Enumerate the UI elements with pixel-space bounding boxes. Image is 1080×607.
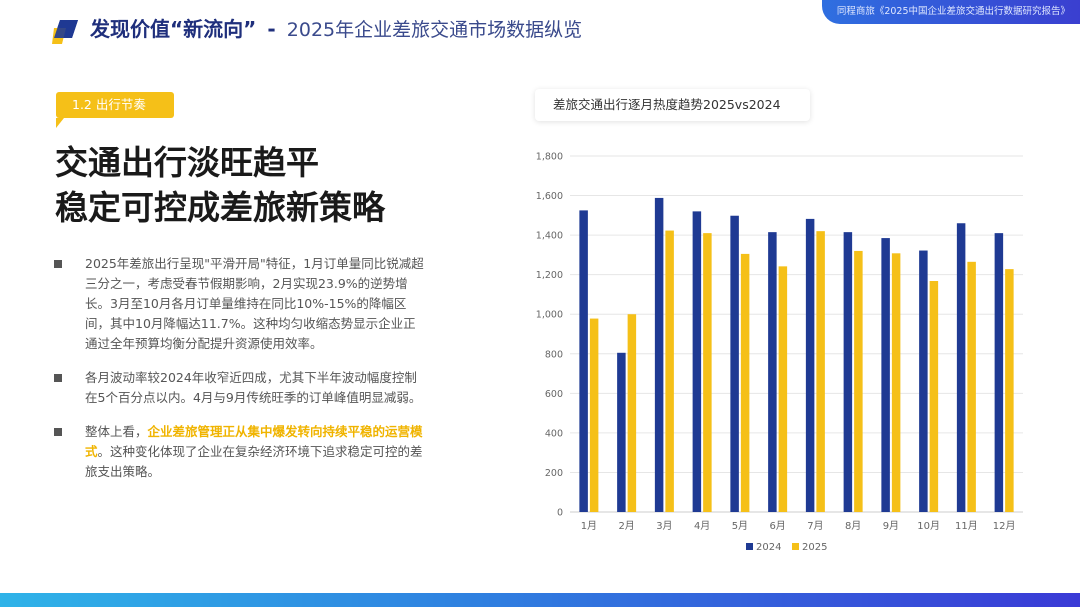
headline: 交通出行淡旺趋平 稳定可控成差旅新策略 [55, 140, 385, 230]
bar-2024 [956, 223, 966, 512]
bullet-text: 2025年差旅出行呈现"平滑开局"特征，1月订单量同比锐减超三分之一，考虑受春节… [85, 256, 424, 351]
bar-2025 [778, 266, 788, 512]
x-tick-label: 9月 [883, 520, 899, 532]
x-tick-label: 1月 [581, 520, 597, 532]
bullet-item: 2025年差旅出行呈现"平滑开局"特征，1月订单量同比锐减超三分之一，考虑受春节… [54, 254, 424, 354]
section-tag: 1.2 出行节奏 [56, 92, 174, 128]
bullet-highlight: 企业差旅管理正从集中爆发转向持续平稳的运营模式 [85, 424, 423, 459]
x-tick-label: 8月 [845, 520, 861, 532]
y-tick-label: 400 [545, 428, 563, 439]
bar-2025 [929, 280, 939, 512]
x-tick-label: 3月 [656, 520, 672, 532]
brand-logo-icon [52, 20, 78, 44]
bar-2025 [816, 231, 825, 512]
legend-swatch [792, 543, 799, 550]
y-tick-label: 600 [545, 389, 563, 400]
bar-2025 [665, 230, 674, 512]
headline-line-1: 交通出行淡旺趋平 [55, 143, 319, 182]
bar-2025 [740, 253, 750, 512]
y-tick-label: 1,200 [536, 270, 563, 281]
page-title-main: 发现价值“新流向” [90, 17, 257, 41]
y-tick-label: 0 [557, 508, 563, 519]
y-tick-label: 800 [545, 349, 563, 360]
bar-2025 [1005, 269, 1014, 512]
x-tick-label: 4月 [694, 520, 710, 532]
bullet-square-icon [54, 374, 62, 382]
bullet-text: 各月波动率较2024年收窄近四成，尤其下半年波动幅度控制在5个百分点以内。4月与… [85, 370, 422, 405]
bottom-gradient-bar [0, 593, 1080, 607]
monthly-bar-chart: 0 200 400 600 800 1,000 1,200 1,400 1,600 1,800 1月… [536, 152, 1023, 553]
bar-2024 [768, 232, 777, 512]
x-tick-label: 5月 [732, 520, 748, 532]
bar-2024 [654, 197, 664, 512]
report-source-tag: 同程商旅《2025中国企业差旅交通出行数据研究报告》 [822, 0, 1080, 24]
bar-2024 [843, 232, 853, 512]
page-title-dash: - [267, 17, 276, 41]
y-tick-label: 200 [545, 468, 563, 479]
headline-line-2: 稳定可控成差旅新策略 [55, 188, 385, 227]
bar-2024 [692, 211, 702, 512]
bar-2025 [967, 261, 976, 512]
page-title: 发现价值“新流向” - 2025年企业差旅交通市场数据纵览 [90, 14, 582, 44]
legend-label: 2025 [802, 542, 827, 553]
bullet-text-suffix: 。这种变化体现了企业在复杂经济环境下追求稳定可控的差旅支出策略。 [85, 444, 423, 479]
bar-2025 [891, 253, 901, 512]
x-tick-label: 6月 [769, 520, 785, 532]
bar-2024 [881, 238, 890, 513]
bullet-text-prefix: 整体上看， [85, 424, 148, 439]
page-title-sub: 2025年企业差旅交通市场数据纵览 [286, 19, 583, 41]
y-tick-label: 1,800 [536, 152, 563, 163]
bar-2025 [703, 233, 712, 512]
y-tick-label: 1,400 [536, 231, 563, 242]
x-tick-label: 11月 [955, 520, 978, 532]
x-tick-label: 7月 [807, 520, 823, 532]
bullet-item: 各月波动率较2024年收窄近四成，尤其下半年波动幅度控制在5个百分点以内。4月与… [54, 368, 424, 408]
bullet-list: 2025年差旅出行呈现"平滑开局"特征，1月订单量同比锐减超三分之一，考虑受春节… [54, 254, 424, 496]
x-tick-label: 12月 [993, 520, 1016, 532]
bar-2024 [994, 233, 1004, 512]
chart-title: 差旅交通出行逐月热度趋势2025vs2024 [535, 89, 810, 121]
legend-label: 2024 [756, 542, 781, 553]
bullet-square-icon [54, 428, 62, 436]
bar-2024 [579, 210, 588, 512]
x-tick-label: 2月 [618, 520, 634, 532]
bar-2024 [617, 352, 626, 512]
bullet-square-icon [54, 260, 62, 268]
bar-2024 [730, 215, 739, 512]
bullet-item: 整体上看，企业差旅管理正从集中爆发转向持续平稳的运营模式。这种变化体现了企业在复… [54, 422, 424, 482]
x-tick-label: 10月 [917, 520, 940, 532]
bar-2024 [919, 250, 928, 512]
legend-swatch [746, 543, 753, 550]
bar-2025 [589, 318, 599, 512]
bar-2025 [854, 250, 863, 512]
bar-2025 [627, 314, 637, 512]
bar-2024 [805, 218, 815, 512]
y-tick-label: 1,000 [536, 310, 563, 321]
y-tick-label: 1,600 [536, 191, 563, 202]
